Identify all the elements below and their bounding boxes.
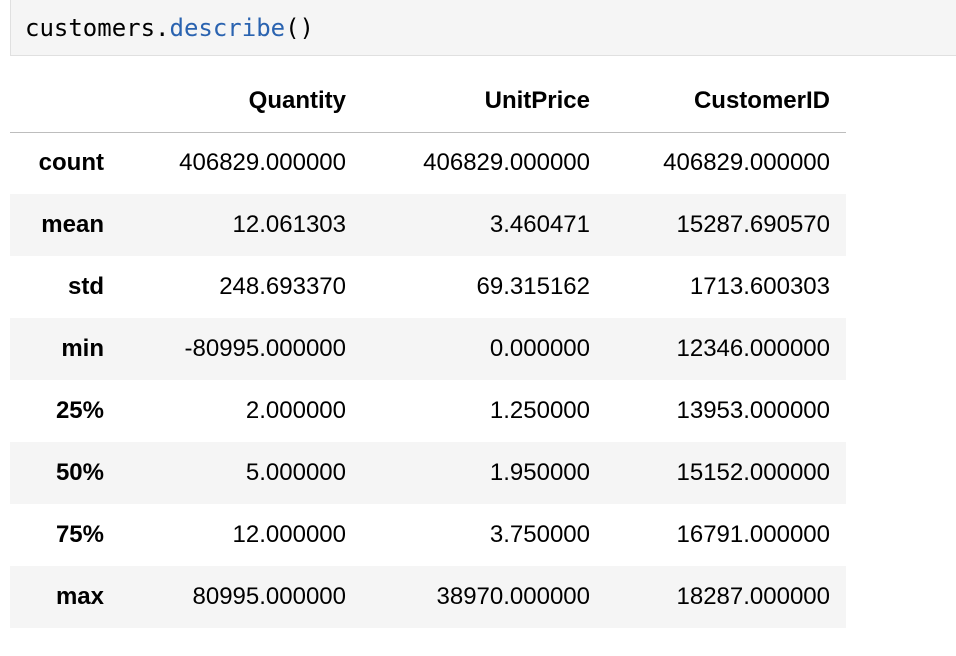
table-row: min -80995.000000 0.000000 12346.000000 [10,318,846,380]
table-row: 25% 2.000000 1.250000 13953.000000 [10,380,846,442]
table-cell: 3.750000 [489,521,590,548]
table-header-row: Quantity UnitPrice CustomerID [10,71,846,133]
table-row: 75% 12.000000 3.750000 16791.000000 [10,504,846,566]
table-cell: 5.000000 [245,459,346,486]
table-row: mean 12.061303 3.460471 15287.690570 [10,194,846,256]
table-cell: 18287.000000 [676,583,831,610]
table-cell: 0.000000 [489,335,590,362]
table-cell: 12.061303 [232,211,346,238]
row-label: count [38,149,104,177]
table-row: max 80995.000000 38970.000000 18287.0000… [10,566,846,628]
table-cell: 15152.000000 [676,459,831,486]
code-object: customers [25,14,156,42]
table-row: count 406829.000000 406829.000000 406829… [10,132,846,194]
table-cell: 16791.000000 [676,521,831,548]
table-cell: 406829.000000 [663,149,830,177]
dataframe-output-table: Quantity UnitPrice CustomerID count 4068… [10,71,846,628]
row-label: max [55,583,104,610]
index-header [10,71,118,133]
code-input-cell[interactable]: customers.describe() [10,0,956,56]
table-cell: 406829.000000 [179,149,346,177]
code-dot: . [155,14,170,42]
table-cell: 38970.000000 [436,583,591,610]
row-label: min [61,335,104,362]
table-cell: 248.693370 [219,273,346,300]
column-header-customerid: CustomerID [606,71,846,133]
table-cell: 1.250000 [489,397,590,424]
table-row: std 248.693370 69.315162 1713.600303 [10,256,846,318]
row-label: 50% [55,459,104,486]
row-label: 25% [55,397,104,424]
code-method: describe [169,14,286,42]
table-cell: 13953.000000 [676,397,831,424]
column-header-quantity: Quantity [118,71,362,133]
table-row: 50% 5.000000 1.950000 15152.000000 [10,442,846,504]
table-cell: 1713.600303 [689,273,830,300]
table-cell: -80995.000000 [184,335,346,362]
table-cell: 15287.690570 [676,211,831,238]
table-cell: 3.460471 [489,211,590,238]
table-cell: 69.315162 [476,273,590,300]
row-label: 75% [55,521,104,548]
code-parens: () [285,14,314,42]
table-cell: 406829.000000 [423,149,590,177]
table-cell: 2.000000 [245,397,346,424]
column-header-unitprice: UnitPrice [362,71,606,133]
table-cell: 1.950000 [489,459,590,486]
table-cell: 80995.000000 [192,583,347,610]
table-cell: 12.000000 [232,521,346,548]
row-label: mean [41,211,104,238]
row-label: std [68,273,104,300]
table-cell: 12346.000000 [676,335,831,362]
